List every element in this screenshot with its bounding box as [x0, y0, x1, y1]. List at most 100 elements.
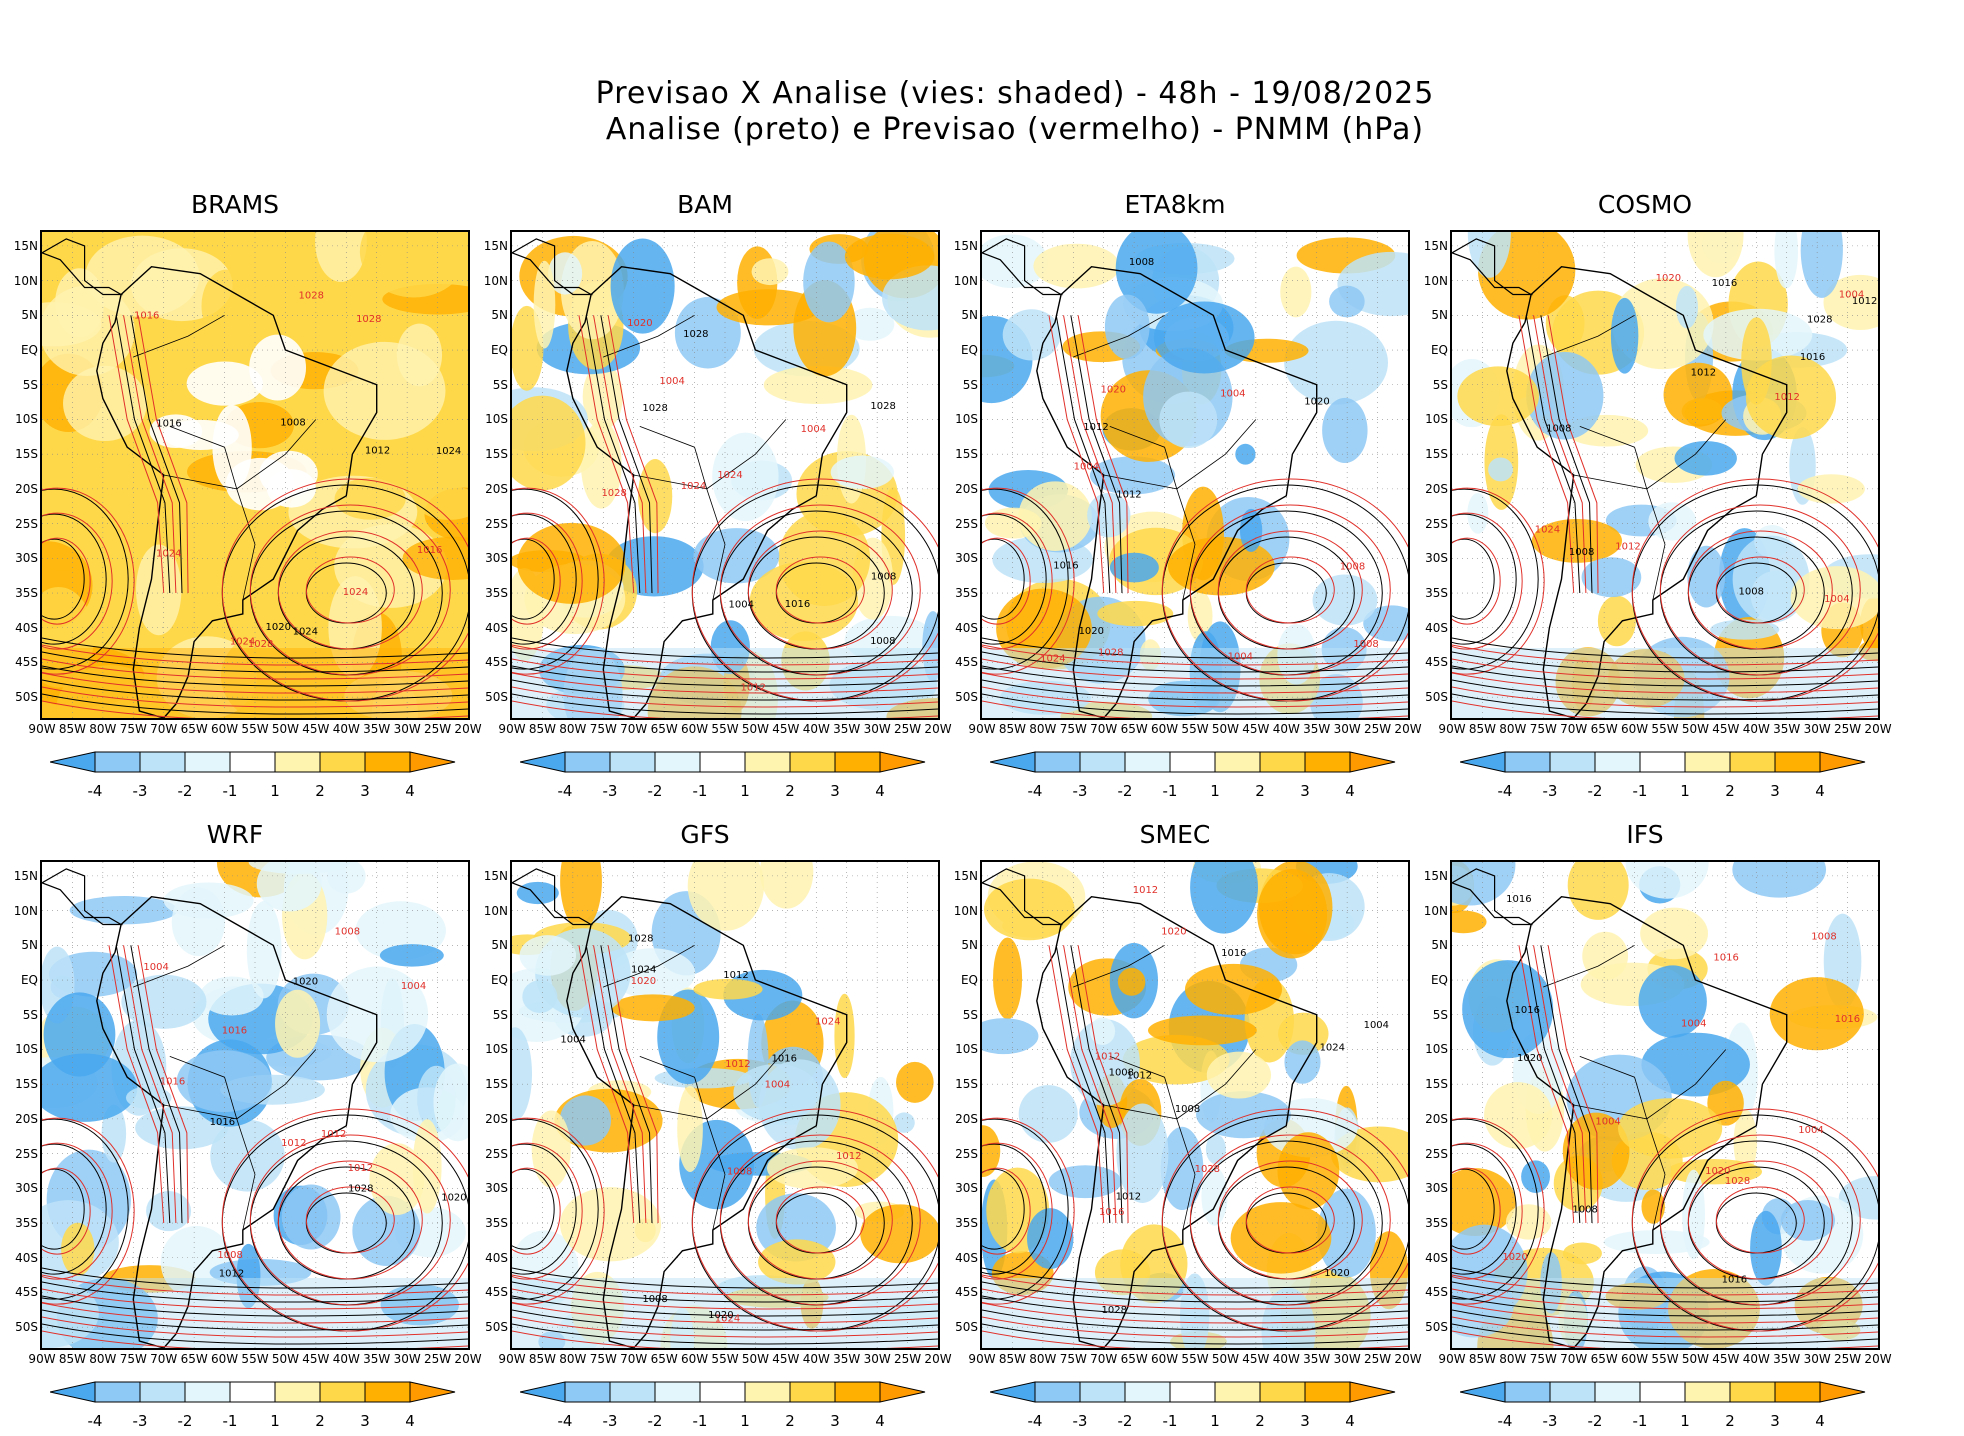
lat-tick-label: 15S [1425, 1077, 1448, 1092]
lon-tick-label: 80W [1499, 722, 1527, 736]
contour-label: 1004 [1228, 651, 1253, 662]
lon-tick-label: 65W [180, 722, 208, 736]
contour-label: 1028 [683, 329, 708, 340]
lat-tick-label: 5S [22, 377, 38, 392]
contour-label: 1008 [1738, 586, 1763, 597]
colorbar-label: 2 [1725, 782, 1735, 800]
lat-tick-label: 10S [1425, 1042, 1448, 1057]
contour-label: 1004 [659, 376, 684, 387]
lat-tick-label: 35S [15, 1216, 38, 1231]
lat-tick-label: 15S [15, 1077, 38, 1092]
panel-bam: BAM 1016 1028 1008 1004 1012 1028 1004 1024 1028 1… [470, 190, 952, 800]
lat-tick-label: 5S [962, 377, 978, 392]
lon-tick-label: 60W [680, 722, 709, 736]
lon-tick-label: 40W [1742, 722, 1770, 736]
lat-tick-label: 20S [485, 1111, 508, 1126]
contour-label: 1004 [560, 1034, 585, 1045]
lat-tick-label: 25S [15, 1146, 38, 1161]
lon-tick-label: 35W [1303, 1352, 1331, 1366]
lat-tick-label: 25S [1425, 516, 1448, 531]
lon-tick-label: 90W [498, 722, 526, 736]
colorbar [519, 1381, 926, 1403]
lon-tick-label: 90W [1438, 722, 1466, 736]
contour-label: 1016 [1053, 560, 1078, 571]
panel-title: BAM [677, 190, 733, 219]
contour-label: 1024 [293, 626, 318, 637]
lat-tick-label: 45S [955, 655, 978, 670]
lat-tick-label: 10N [483, 273, 508, 288]
lat-tick-label: 10N [483, 903, 508, 918]
lon-tick-label: 25W [1833, 1352, 1862, 1366]
lat-tick-label: 40S [15, 620, 38, 635]
lat-tick-label: 50S [15, 690, 38, 705]
lat-tick-label: 15S [1425, 447, 1448, 462]
colorbar-label: -3 [602, 782, 618, 800]
colorbar-container [519, 1380, 930, 1408]
contour-label: 1028 [356, 314, 381, 325]
lat-tick-label: 15N [483, 868, 508, 883]
lat-tick-label: 10S [15, 412, 38, 427]
contour-label: 1020 [1517, 1053, 1542, 1064]
contour-label: 1012 [1116, 1192, 1141, 1203]
contour-label: 1020 [293, 976, 318, 987]
lon-tick-label: 80W [89, 722, 117, 736]
colorbar-label: 2 [315, 782, 325, 800]
contour-label: 1016 [1221, 948, 1246, 959]
colorbar-label: -1 [1632, 782, 1648, 800]
lon-tick-label: 75W [1059, 722, 1087, 736]
lon-tick-label: 35W [1303, 722, 1331, 736]
contour-label: 1016 [1722, 1274, 1747, 1285]
colorbar-label: 3 [360, 782, 370, 800]
colorbar-label: 4 [1345, 1412, 1355, 1430]
lat-tick-label: 25S [955, 516, 978, 531]
lat-tick-label: 30S [485, 1181, 508, 1196]
contour-label: 1016 [222, 1026, 247, 1037]
map-frame: 1024 1012 1008 1028 1012 1012 1008 1016 1004 1016… [1450, 230, 1880, 720]
lat-tick-label: 40S [485, 620, 508, 635]
lon-tick-label: 85W [58, 722, 86, 736]
lat-tick-label: 5N [21, 938, 38, 953]
colorbar-label: -3 [1542, 782, 1558, 800]
contour-label: 1020 [1656, 273, 1681, 284]
lon-tick-label: 70W [620, 1352, 648, 1366]
contour-label: 1024 [717, 470, 742, 481]
contour-label: 1008 [1129, 257, 1154, 268]
lon-tick-label: 75W [1529, 1352, 1557, 1366]
lon-tick-label: 40W [1272, 1352, 1300, 1366]
contour-label: 1028 [1807, 315, 1832, 326]
lat-tick-label: 15N [953, 238, 978, 253]
colorbar-label: 4 [405, 782, 415, 800]
colorbar-label: -1 [692, 1412, 708, 1430]
lat-tick-label: EQ [1430, 343, 1448, 358]
colorbar-container [1459, 1380, 1870, 1408]
lon-tick-label: 90W [498, 1352, 526, 1366]
lat-tick-label: 30S [955, 1181, 978, 1196]
lon-tick-label: 45W [302, 722, 330, 736]
lon-tick-label: 35W [363, 722, 391, 736]
lon-tick-label: 60W [210, 1352, 239, 1366]
contour-label: 1016 [1099, 1207, 1124, 1218]
colorbar-container [49, 750, 460, 778]
colorbar-label: -2 [1587, 1412, 1603, 1430]
contour-label: 1004 [1074, 461, 1099, 472]
contour-label: 1012 [723, 970, 748, 981]
panel-brams: BRAMS 1024 1008 1024 1020 1012 1024 1028 1028 102… [0, 190, 482, 800]
lon-tick-label: 90W [968, 1352, 996, 1366]
lon-tick-label: 65W [180, 1352, 208, 1366]
colorbar-label: 3 [830, 782, 840, 800]
lat-tick-label: 5N [1431, 308, 1448, 323]
lon-tick-label: 20W [1394, 1352, 1422, 1366]
lon-tick-label: 35W [1773, 722, 1801, 736]
lon-tick-label: 25W [1363, 1352, 1392, 1366]
lon-tick-label: 25W [1363, 722, 1392, 736]
panel-title: COSMO [1597, 190, 1693, 219]
map-frame: 1008 1020 1020 1016 1012 1008 1008 1020 1004 1024… [980, 230, 1410, 720]
contour-label: 1016 [417, 545, 442, 556]
lon-tick-label: 55W [1651, 722, 1679, 736]
contour-label: 1024 [436, 446, 461, 457]
contour-label: 1016 [1800, 352, 1825, 363]
lon-tick-label: 60W [1620, 1352, 1649, 1366]
lon-tick-label: 25W [893, 1352, 922, 1366]
colorbar-label: 3 [1770, 782, 1780, 800]
contour-label: 1012 [1852, 296, 1877, 307]
